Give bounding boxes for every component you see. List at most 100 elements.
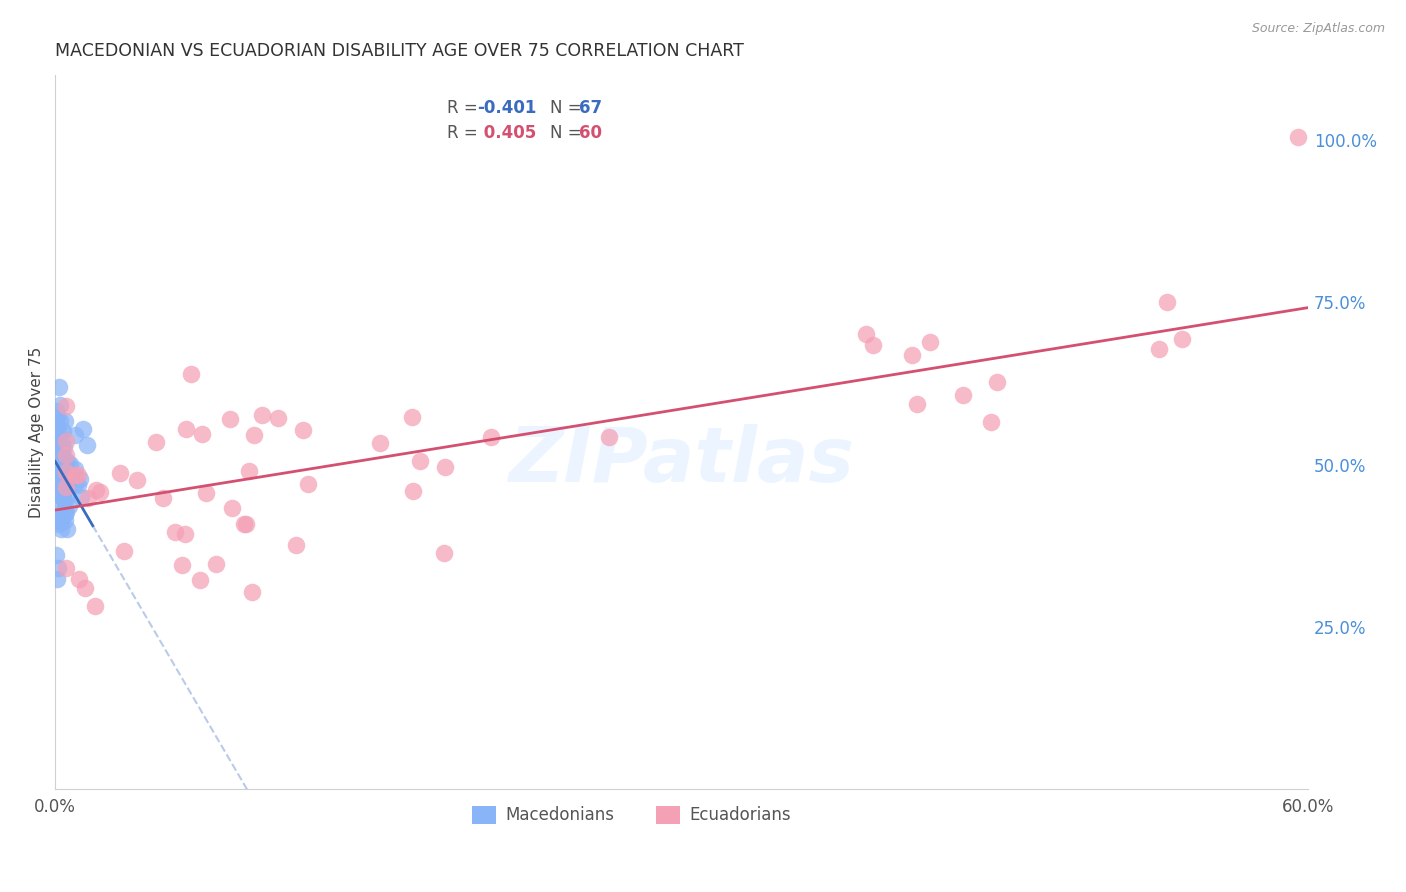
Point [52,491,75,505]
Point [70,490,93,504]
Point [1147,342,1170,356]
Point [46,487,69,501]
Point [55,399,77,413]
Point [49,479,72,493]
Point [402,483,425,498]
Point [46,410,69,425]
Point [112,544,135,558]
Point [862,338,884,352]
Text: 0.405: 0.405 [478,124,536,142]
Point [51,444,73,458]
Point [49,484,72,499]
Point [77,491,100,506]
Point [221,500,243,515]
Point [291,423,314,437]
Point [45,514,67,528]
Point [46,485,69,500]
Point [51,496,73,510]
Point [67,573,90,587]
Point [110,467,132,481]
Point [855,327,877,342]
Point [53,513,76,527]
Point [980,415,1002,429]
Point [46,561,69,575]
Point [48,444,70,458]
Point [55,455,77,469]
Point [598,430,620,444]
Point [190,573,212,587]
Point [232,517,254,532]
Point [56,480,79,494]
Point [267,411,290,425]
Point [51,476,73,491]
Text: R =: R = [447,100,484,118]
Point [55,465,77,479]
Point [48,427,70,442]
Point [986,376,1008,390]
Point [45,458,67,472]
Point [49,522,72,536]
Point [1286,129,1309,144]
Text: -0.401: -0.401 [478,100,537,118]
Point [238,464,260,478]
Point [56,522,79,536]
Point [174,527,197,541]
Point [46,572,69,586]
Point [55,505,77,519]
Text: ZIPatlas: ZIPatlas [509,424,855,498]
Point [401,410,423,425]
Point [55,492,77,507]
Point [69,472,91,486]
Point [285,538,308,552]
Point [45,404,67,418]
Point [46,474,69,488]
Point [163,525,186,540]
Point [191,426,214,441]
Point [194,486,217,500]
Point [900,348,922,362]
Text: N =: N = [550,124,588,142]
Point [49,513,72,527]
Point [49,478,72,492]
Point [63,476,86,491]
Point [920,335,942,350]
Point [49,460,72,475]
Point [172,558,194,573]
Point [46,466,69,480]
Point [55,480,77,494]
Point [174,422,197,436]
Point [45,548,67,562]
Point [125,473,148,487]
Point [45,425,67,439]
Point [205,557,228,571]
Point [73,581,96,595]
Point [235,517,257,532]
Point [1156,295,1178,310]
Point [433,546,456,560]
Point [65,467,87,482]
Point [219,412,242,426]
Point [66,477,89,491]
Legend: Macedonians, Ecuadorians: Macedonians, Ecuadorians [463,796,801,834]
Point [59,457,82,471]
Point [49,414,72,428]
Point [434,460,457,475]
Point [52,424,75,438]
Text: 60: 60 [579,124,602,142]
Point [49,398,72,412]
Point [46,431,69,445]
Point [52,501,75,516]
Point [49,455,72,469]
Point [242,427,264,442]
Point [45,419,67,434]
Point [51,464,73,478]
Point [55,458,77,472]
Point [49,485,72,500]
Point [1171,332,1194,346]
Point [53,414,76,428]
Point [240,584,263,599]
Point [84,483,107,498]
Point [76,438,98,452]
Point [53,441,76,455]
Point [152,491,174,505]
